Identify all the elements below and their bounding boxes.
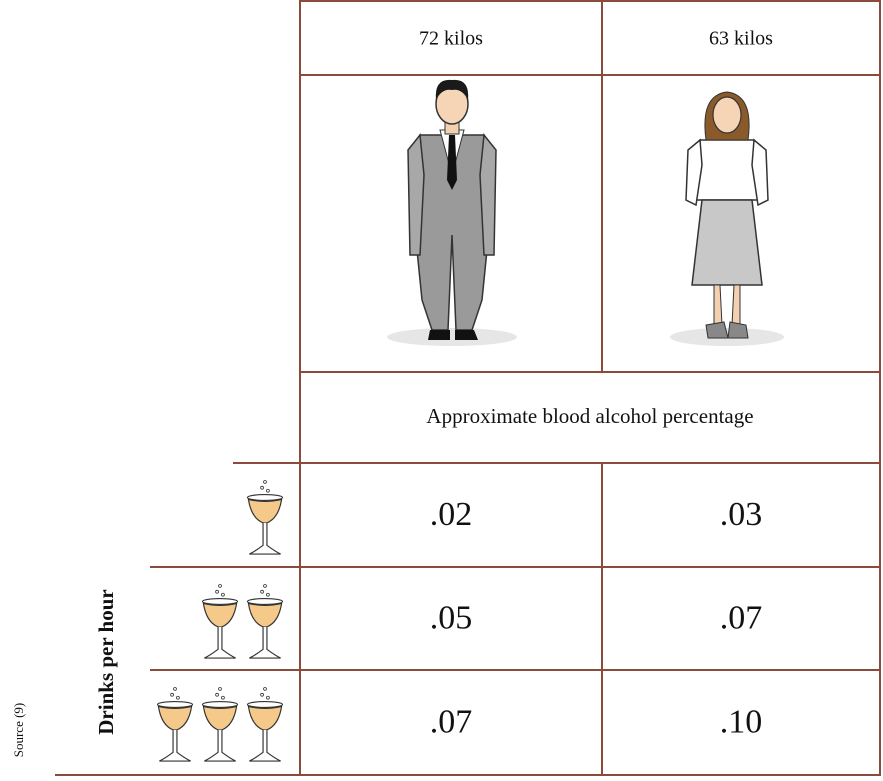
glass-icon [156, 686, 194, 762]
glass-icon [201, 686, 239, 762]
column-header: 72 kilos [419, 28, 483, 50]
glass-group [246, 479, 284, 555]
woman-illustration [670, 91, 784, 346]
cell-value: .07 [430, 703, 473, 740]
cell-value: .05 [430, 599, 473, 636]
glass-group [201, 583, 284, 659]
grid [55, 0, 881, 776]
glass-icon [246, 686, 284, 762]
cell-value: .03 [720, 496, 763, 533]
glass-icon [246, 479, 284, 555]
cell-value: .10 [720, 703, 763, 740]
glass-icon [201, 583, 239, 659]
cell-value: .07 [720, 599, 763, 636]
glass-icon [246, 583, 284, 659]
glass-group [156, 686, 284, 762]
cell-value: .02 [430, 496, 473, 533]
row-label: Drinks per hour [94, 589, 118, 734]
source-note: Source (9) [11, 703, 26, 758]
column-header: 63 kilos [709, 28, 773, 50]
man-illustration [387, 79, 517, 346]
caption: Approximate blood alcohol percentage [426, 404, 753, 428]
